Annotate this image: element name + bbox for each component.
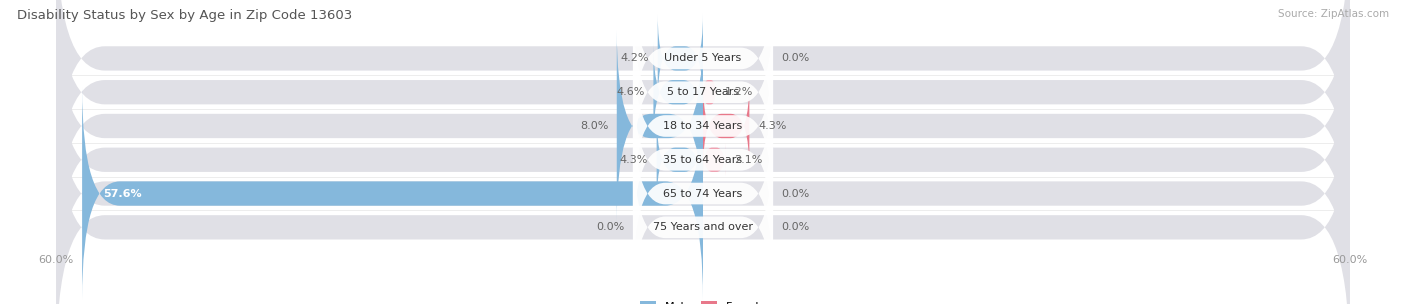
FancyBboxPatch shape bbox=[633, 0, 773, 149]
FancyBboxPatch shape bbox=[56, 88, 1350, 304]
FancyBboxPatch shape bbox=[56, 0, 1350, 232]
Text: Disability Status by Sex by Age in Zip Code 13603: Disability Status by Sex by Age in Zip C… bbox=[17, 9, 352, 22]
Text: Source: ZipAtlas.com: Source: ZipAtlas.com bbox=[1278, 9, 1389, 19]
FancyBboxPatch shape bbox=[703, 80, 749, 172]
Text: 4.3%: 4.3% bbox=[620, 155, 648, 165]
Text: 0.0%: 0.0% bbox=[782, 188, 810, 199]
Text: 57.6%: 57.6% bbox=[104, 188, 142, 199]
FancyBboxPatch shape bbox=[633, 69, 773, 250]
Text: 4.6%: 4.6% bbox=[616, 87, 645, 97]
Text: 35 to 64 Years: 35 to 64 Years bbox=[664, 155, 742, 165]
FancyBboxPatch shape bbox=[56, 0, 1350, 198]
Text: 8.0%: 8.0% bbox=[579, 121, 609, 131]
FancyBboxPatch shape bbox=[56, 20, 1350, 300]
FancyBboxPatch shape bbox=[658, 14, 703, 103]
Text: 5 to 17 Years: 5 to 17 Years bbox=[666, 87, 740, 97]
Legend: Male, Female: Male, Female bbox=[640, 301, 766, 304]
Text: 0.0%: 0.0% bbox=[782, 222, 810, 232]
Text: 2.1%: 2.1% bbox=[734, 155, 762, 165]
FancyBboxPatch shape bbox=[56, 0, 1350, 266]
FancyBboxPatch shape bbox=[633, 137, 773, 304]
Text: 65 to 74 Years: 65 to 74 Years bbox=[664, 188, 742, 199]
FancyBboxPatch shape bbox=[633, 2, 773, 183]
Text: 0.0%: 0.0% bbox=[596, 222, 624, 232]
Text: 18 to 34 Years: 18 to 34 Years bbox=[664, 121, 742, 131]
Text: 1.2%: 1.2% bbox=[724, 87, 754, 97]
FancyBboxPatch shape bbox=[654, 42, 703, 142]
FancyBboxPatch shape bbox=[633, 103, 773, 284]
Text: 0.0%: 0.0% bbox=[782, 54, 810, 64]
Text: 75 Years and over: 75 Years and over bbox=[652, 222, 754, 232]
Text: Under 5 Years: Under 5 Years bbox=[665, 54, 741, 64]
FancyBboxPatch shape bbox=[82, 88, 703, 300]
FancyBboxPatch shape bbox=[703, 80, 716, 104]
FancyBboxPatch shape bbox=[633, 36, 773, 216]
FancyBboxPatch shape bbox=[703, 143, 725, 176]
FancyBboxPatch shape bbox=[617, 30, 703, 222]
FancyBboxPatch shape bbox=[657, 114, 703, 206]
Text: 4.2%: 4.2% bbox=[620, 54, 650, 64]
FancyBboxPatch shape bbox=[56, 54, 1350, 304]
Text: 4.3%: 4.3% bbox=[758, 121, 786, 131]
